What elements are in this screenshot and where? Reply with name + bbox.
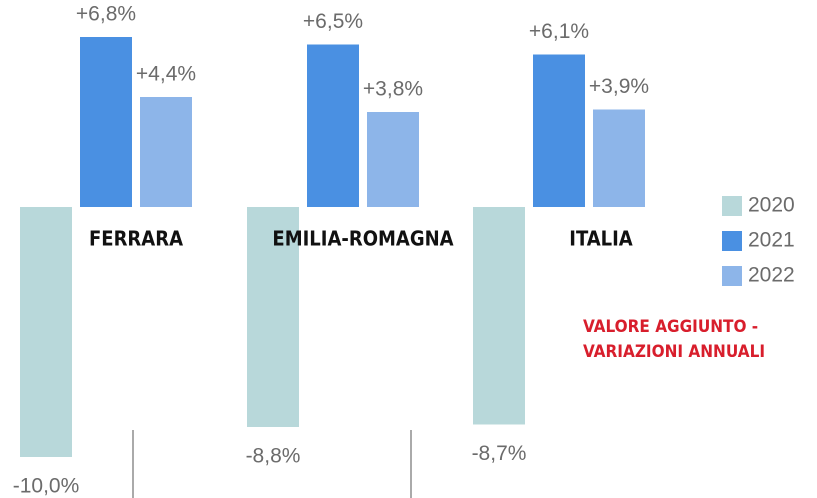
- value-label: -8,7%: [472, 442, 527, 465]
- annotation: VALORE AGGIUNTO -: [583, 317, 758, 337]
- bar: [247, 207, 299, 427]
- value-label: -8,8%: [246, 445, 301, 468]
- value-label: +4,4%: [136, 63, 196, 86]
- value-label: +6,5%: [303, 10, 363, 33]
- value-label: +6,8%: [76, 3, 136, 26]
- category-label: FERRARA: [89, 227, 183, 251]
- legend-label: 2020: [748, 194, 795, 217]
- value-label: -10,0%: [13, 475, 80, 498]
- category-label: EMILIA-ROMAGNA: [272, 227, 453, 251]
- value-label: +3,8%: [363, 78, 423, 101]
- legend-swatch: [722, 196, 742, 216]
- legend-swatch: [722, 231, 742, 251]
- bar: [80, 37, 132, 207]
- bar: [473, 207, 525, 425]
- bar: [307, 44, 359, 207]
- legend-label: 2021: [748, 229, 795, 252]
- legend-swatch: [722, 266, 742, 286]
- bar: [593, 109, 645, 207]
- value-label: +6,1%: [529, 20, 589, 43]
- legend-label: 2022: [748, 264, 795, 287]
- bar: [140, 97, 192, 207]
- annotation: VARIAZIONI ANNUALI: [583, 342, 765, 362]
- bar: [367, 112, 419, 207]
- bar: [20, 207, 72, 457]
- bar: [533, 54, 585, 207]
- value-label: +3,9%: [589, 75, 649, 98]
- category-label: ITALIA: [569, 227, 632, 251]
